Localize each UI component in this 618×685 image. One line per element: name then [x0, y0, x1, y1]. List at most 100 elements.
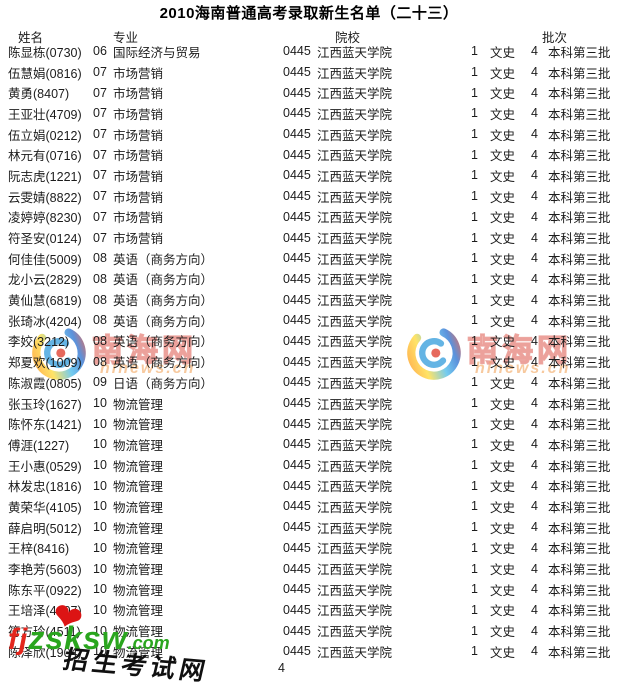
table-row: 陈显栋(0730) 06 国际经济与贸易 0445 江西蓝天学院 1 文史 4 … [0, 41, 618, 62]
cell-major-code: 10 [93, 478, 107, 493]
cell-college: 江西蓝天学院 [317, 128, 393, 143]
cell-category: 文史 [490, 87, 516, 102]
cell-num: 4 [531, 623, 538, 638]
cell-count: 1 [471, 561, 478, 576]
cell-student-name: 薛启明(5012) [8, 521, 82, 536]
table-row: 王培泽(4607) 10 物流管理 0445 江西蓝天学院 1 文史 4 本科第… [0, 600, 618, 621]
cell-count: 1 [471, 127, 478, 142]
cell-college: 江西蓝天学院 [317, 149, 393, 164]
cell-student-name: 陈泽欣(1904) [8, 645, 82, 660]
cell-major-code: 10 [93, 458, 107, 473]
cell-num: 4 [531, 416, 538, 431]
table-row: 郑夏欢(1009) 08 英语（商务方向） 0445 江西蓝天学院 1 文史 4… [0, 351, 618, 372]
cell-category: 文史 [490, 418, 516, 433]
cell-student-name: 黄勇(8407) [8, 87, 70, 102]
cell-college-code: 0445 [283, 561, 311, 576]
cell-student-name: 王培泽(4607) [8, 604, 82, 619]
cell-batch: 本科第三批 [548, 128, 611, 143]
cell-major: 英语（商务方向） [113, 314, 214, 329]
cell-major-code: 10 [93, 540, 107, 555]
cell-count: 1 [471, 85, 478, 100]
cell-college-code: 0445 [283, 313, 311, 328]
fjzsksw-watermark: ❤ fjzsksw.com 招生考试网 [6, 595, 236, 685]
cell-category: 文史 [490, 376, 516, 391]
cell-major: 物流管理 [113, 480, 164, 495]
header-name: 姓名 [18, 31, 44, 45]
cell-student-name: 陈东平(0922) [8, 583, 82, 598]
cell-batch: 本科第三批 [548, 45, 611, 60]
header-college: 院校 [335, 31, 361, 45]
cell-batch: 本科第三批 [548, 480, 611, 495]
cell-student-name: 张琦冰(4204) [8, 314, 82, 329]
cell-batch: 本科第三批 [548, 66, 611, 81]
cell-college-code: 0445 [283, 396, 311, 411]
cell-category: 文史 [490, 190, 516, 205]
hinews-site-url: hinews.cn [100, 360, 196, 377]
cell-major: 英语（商务方向） [113, 356, 214, 371]
cell-category: 文史 [490, 542, 516, 557]
cell-student-name: 王亚壮(4709) [8, 107, 82, 122]
table-row: 伍慧娟(0816) 07 市场营销 0445 江西蓝天学院 1 文史 4 本科第… [0, 62, 618, 83]
cell-count: 1 [471, 478, 478, 493]
cell-college-code: 0445 [283, 230, 311, 245]
cell-college: 江西蓝天学院 [317, 87, 393, 102]
cell-college-code: 0445 [283, 416, 311, 431]
cell-college-code: 0445 [283, 540, 311, 555]
cell-college-code: 0445 [283, 168, 311, 183]
cell-batch: 本科第三批 [548, 335, 611, 350]
table-row: 林元有(0716) 07 市场营销 0445 江西蓝天学院 1 文史 4 本科第… [0, 144, 618, 165]
cell-major: 物流管理 [113, 583, 164, 598]
cell-count: 1 [471, 147, 478, 162]
cell-num: 4 [531, 147, 538, 162]
cell-college: 江西蓝天学院 [317, 294, 393, 309]
cell-college: 江西蓝天学院 [317, 500, 393, 515]
cell-major: 市场营销 [113, 107, 164, 122]
cell-major: 英语（商务方向） [113, 273, 214, 288]
cell-num: 4 [531, 582, 538, 597]
cell-category: 文史 [490, 563, 516, 578]
cell-student-name: 李姣(3212) [8, 335, 70, 350]
cell-num: 4 [531, 271, 538, 286]
cell-count: 1 [471, 65, 478, 80]
admission-table: 陈显栋(0730) 06 国际经济与贸易 0445 江西蓝天学院 1 文史 4 … [0, 41, 618, 662]
cell-major-code: 08 [93, 354, 107, 369]
cell-student-name: 陈显栋(0730) [8, 45, 82, 60]
cell-category: 文史 [490, 107, 516, 122]
cell-num: 4 [531, 168, 538, 183]
cell-batch: 本科第三批 [548, 232, 611, 247]
cell-category: 文史 [490, 397, 516, 412]
table-row: 傅涯(1227) 10 物流管理 0445 江西蓝天学院 1 文史 4 本科第三… [0, 434, 618, 455]
table-row: 阮志虎(1221) 07 市场营销 0445 江西蓝天学院 1 文史 4 本科第… [0, 165, 618, 186]
cell-major: 物流管理 [113, 625, 164, 640]
table-row: 陈东平(0922) 10 物流管理 0445 江西蓝天学院 1 文史 4 本科第… [0, 579, 618, 600]
table-row: 黄勇(8407) 07 市场营销 0445 江西蓝天学院 1 文史 4 本科第三… [0, 82, 618, 103]
cell-count: 1 [471, 313, 478, 328]
cell-college-code: 0445 [283, 478, 311, 493]
cell-college: 江西蓝天学院 [317, 211, 393, 226]
cell-count: 1 [471, 582, 478, 597]
cell-major-code: 07 [93, 230, 107, 245]
cell-category: 文史 [490, 625, 516, 640]
cell-category: 文史 [490, 66, 516, 81]
cell-student-name: 郑夏欢(1009) [8, 356, 82, 371]
cell-batch: 本科第三批 [548, 563, 611, 578]
cell-student-name: 王小惠(0529) [8, 459, 82, 474]
cell-count: 1 [471, 520, 478, 535]
cell-major-code: 10 [93, 582, 107, 597]
cell-major-code: 08 [93, 292, 107, 307]
cell-major: 市场营销 [113, 211, 164, 226]
cell-major-code: 07 [93, 127, 107, 142]
cell-batch: 本科第三批 [548, 459, 611, 474]
cell-batch: 本科第三批 [548, 500, 611, 515]
cell-college-code: 0445 [283, 85, 311, 100]
cell-batch: 本科第三批 [548, 438, 611, 453]
cell-category: 文史 [490, 45, 516, 60]
cell-college: 江西蓝天学院 [317, 459, 393, 474]
cell-major-code: 10 [93, 561, 107, 576]
cell-major: 物流管理 [113, 500, 164, 515]
cell-batch: 本科第三批 [548, 107, 611, 122]
cell-batch: 本科第三批 [548, 169, 611, 184]
cell-student-name: 傅涯(1227) [8, 438, 70, 453]
cell-major: 英语（商务方向） [113, 294, 214, 309]
